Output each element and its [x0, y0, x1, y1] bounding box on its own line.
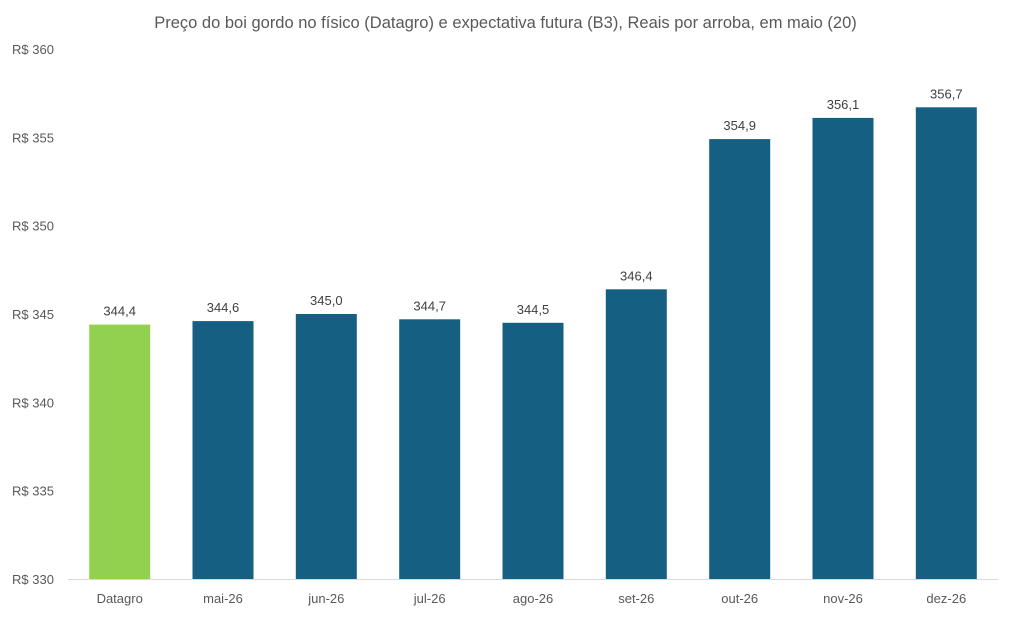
bar-ago-26 — [502, 322, 564, 579]
bar-jul-26 — [399, 319, 461, 579]
x-tick-label: dez-26 — [926, 591, 966, 606]
data-label: 356,1 — [827, 97, 860, 112]
bar-out-26 — [709, 139, 771, 579]
data-label: 345,0 — [310, 293, 343, 308]
bar-nov-26 — [812, 117, 874, 580]
data-label: 346,4 — [620, 268, 653, 283]
bar-jun-26 — [295, 314, 357, 579]
y-tick-label: R$ 360 — [12, 42, 54, 57]
y-tick-label: R$ 340 — [12, 395, 54, 410]
bar-Datagro — [89, 324, 151, 579]
y-tick-label: R$ 355 — [12, 130, 54, 145]
data-label: 344,7 — [413, 298, 446, 313]
data-label: 354,9 — [723, 118, 756, 133]
y-tick-label: R$ 330 — [12, 572, 54, 587]
y-tick-label: R$ 345 — [12, 307, 54, 322]
bar-dez-26 — [915, 107, 977, 580]
x-tick-label: mai-26 — [203, 591, 243, 606]
y-tick-label: R$ 350 — [12, 219, 54, 234]
data-label: 356,7 — [930, 86, 963, 101]
bar-set-26 — [605, 289, 667, 579]
x-tick-label: out-26 — [721, 591, 758, 606]
chart-title: Preço do boi gordo no físico (Datagro) e… — [154, 14, 857, 32]
x-tick-label: set-26 — [618, 591, 654, 606]
data-label: 344,5 — [517, 302, 550, 317]
x-tick-label: ago-26 — [513, 591, 553, 606]
x-tick-label: nov-26 — [823, 591, 863, 606]
data-label: 344,6 — [207, 300, 240, 315]
data-label: 344,4 — [103, 304, 136, 319]
x-tick-label: Datagro — [97, 591, 143, 606]
x-tick-label: jul-26 — [413, 591, 446, 606]
x-tick-label: jun-26 — [307, 591, 344, 606]
y-tick-label: R$ 335 — [12, 484, 54, 499]
bar-mai-26 — [192, 321, 254, 579]
